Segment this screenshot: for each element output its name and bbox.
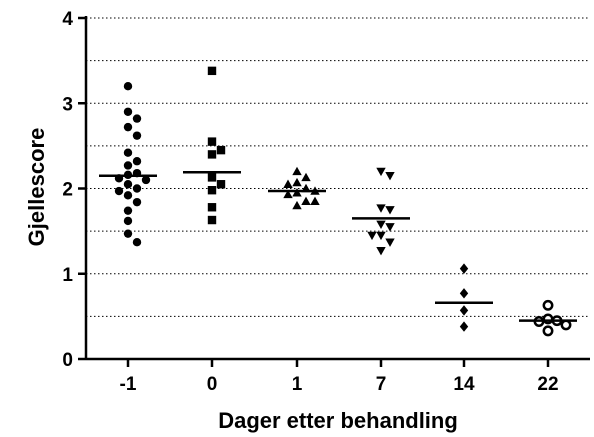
- data-point: [367, 231, 377, 241]
- data-point: [376, 220, 386, 230]
- x-tick-label: 14: [453, 374, 475, 395]
- data-point: [459, 288, 469, 299]
- x-tick-label: 22: [537, 374, 558, 395]
- data-point: [459, 305, 469, 316]
- data-point: [560, 319, 572, 331]
- data-point: [123, 206, 133, 215]
- data-point: [207, 150, 217, 159]
- y-tick-label: 0: [62, 350, 73, 371]
- x-axis-label: Dager etter behandling: [218, 408, 458, 433]
- x-tick-label: 0: [207, 374, 218, 395]
- x-tick-label: 1: [292, 374, 303, 395]
- data-point: [132, 184, 142, 193]
- data-point: [207, 137, 217, 146]
- data-point: [385, 206, 395, 215]
- data-point: [141, 175, 151, 185]
- data-point: [385, 238, 395, 247]
- data-point: [292, 177, 302, 187]
- data-point: [132, 131, 142, 140]
- data-point: [385, 223, 395, 232]
- y-tick-label: 2: [62, 180, 73, 201]
- data-point: [132, 114, 142, 123]
- data-point: [385, 172, 395, 181]
- data-points: [114, 66, 572, 337]
- x-axis-ticks: -1 0 1 7 14 22: [120, 359, 559, 395]
- data-point: [123, 107, 133, 116]
- data-point: [283, 179, 293, 188]
- y-axis-label: Gjellescore: [24, 128, 49, 247]
- data-point: [123, 161, 133, 170]
- data-point: [216, 145, 226, 155]
- grid-lines: [86, 17, 590, 317]
- data-point: [301, 196, 311, 205]
- data-point: [207, 66, 217, 76]
- mean-lines: [99, 171, 577, 322]
- y-tick-label: 3: [62, 94, 73, 115]
- data-point: [459, 321, 469, 332]
- data-point: [123, 148, 133, 157]
- data-point: [123, 229, 133, 238]
- data-point: [376, 231, 386, 241]
- data-point: [123, 122, 133, 132]
- y-tick-label: 4: [62, 9, 73, 30]
- data-point: [216, 180, 226, 189]
- data-point: [292, 166, 302, 176]
- data-point: [376, 167, 386, 177]
- y-tick-label: 1: [62, 265, 73, 286]
- data-point: [542, 299, 554, 311]
- data-point: [207, 203, 217, 212]
- data-point: [207, 215, 217, 225]
- data-point: [123, 191, 133, 200]
- data-point: [132, 157, 142, 166]
- data-point: [376, 247, 386, 256]
- data-point: [123, 216, 133, 226]
- data-point: [207, 186, 217, 195]
- data-point: [542, 325, 554, 337]
- data-point: [292, 200, 302, 210]
- y-axis-ticks: 0 1 2 3 4: [62, 9, 86, 371]
- data-point: [459, 263, 469, 274]
- data-point: [301, 172, 311, 182]
- data-point: [132, 197, 142, 207]
- data-point: [310, 196, 320, 205]
- data-point: [114, 186, 124, 196]
- data-point: [123, 180, 133, 189]
- data-point: [123, 82, 133, 91]
- data-point: [132, 238, 142, 247]
- x-tick-label: -1: [120, 374, 137, 395]
- data-point: [376, 204, 386, 213]
- data-point: [207, 173, 217, 182]
- x-tick-label: 7: [376, 374, 387, 395]
- data-point: [283, 189, 293, 199]
